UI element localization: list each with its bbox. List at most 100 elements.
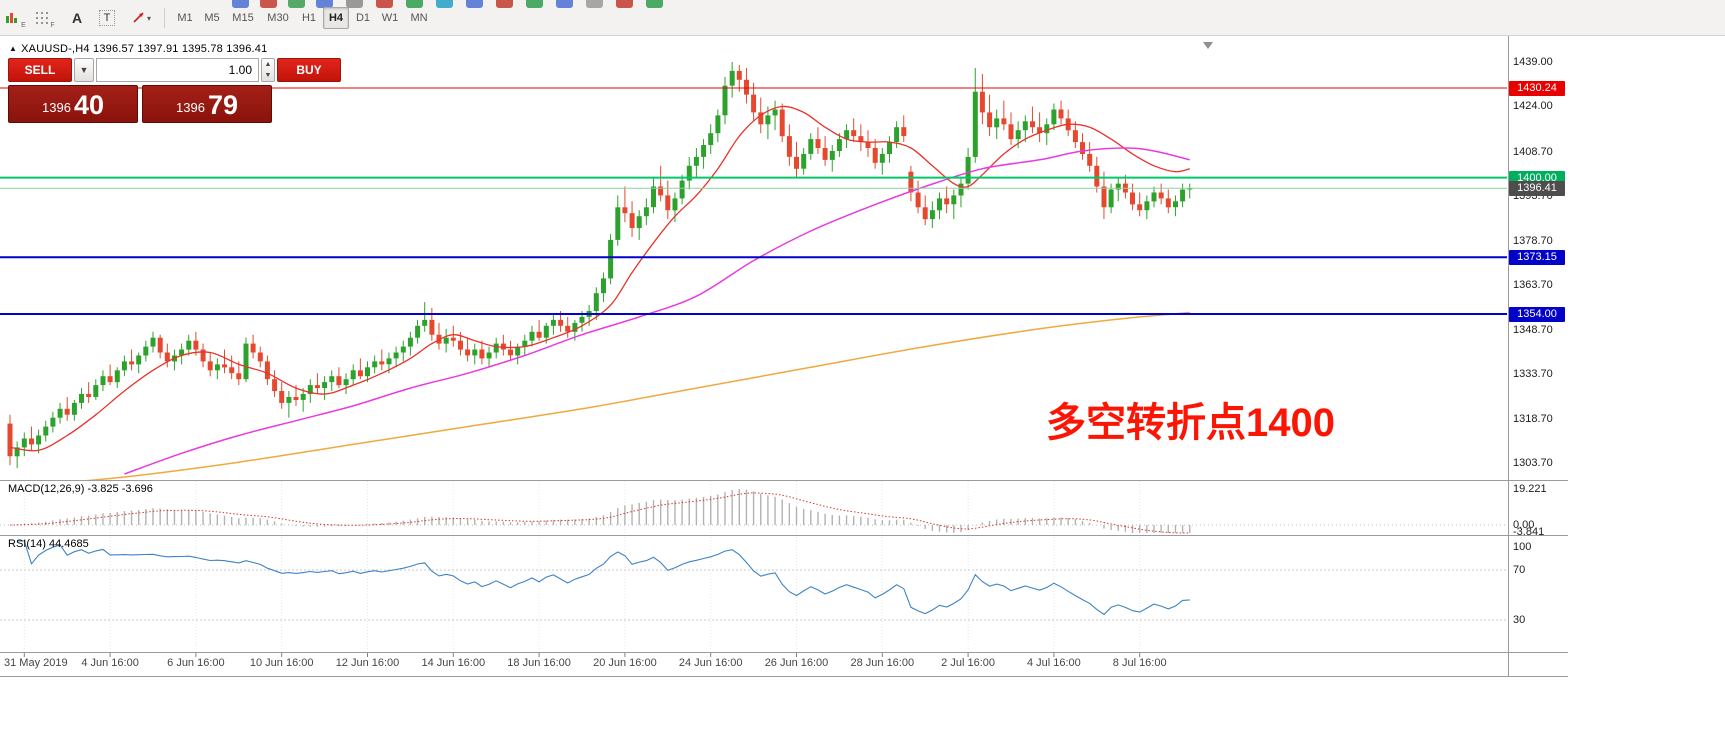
text-label-icon[interactable]: A — [71, 10, 83, 26]
price-badge: 1354.00 — [1509, 306, 1565, 322]
toolbar-top-icon[interactable] — [496, 0, 513, 8]
timeframe-d1[interactable]: D1 — [350, 7, 376, 29]
chevron-down-icon: ▼ — [79, 65, 89, 75]
volume-input[interactable] — [96, 58, 259, 82]
time-tick-label: 8 Jul 16:00 — [1112, 657, 1167, 669]
grid-icon[interactable]: F — [32, 6, 58, 30]
panel-separator[interactable] — [0, 535, 1568, 536]
toolbar-top-icon[interactable] — [646, 0, 663, 8]
macd-histogram — [16, 489, 1191, 533]
rsi-axis-label: 30 — [1513, 614, 1526, 626]
panel-separator[interactable] — [0, 480, 1568, 481]
toolbar: E F A T ▾ M1 M5 M15 M30 H1 H4 D1 W1 MN — [0, 0, 1725, 36]
toolbar-top-icon[interactable] — [316, 0, 333, 8]
timeframe-m1[interactable]: M1 — [172, 7, 198, 29]
panel-separator — [0, 652, 1568, 653]
toolbar-top-icon[interactable] — [288, 0, 305, 8]
timeframe-mn[interactable]: MN — [404, 7, 434, 29]
buy-price-display[interactable]: 1396 79 — [142, 85, 272, 123]
symbol-info: ▲ XAUUSD-,H4 1396.57 1397.91 1395.78 1396… — [9, 43, 267, 55]
rsi-axis-label: 70 — [1513, 564, 1526, 576]
sell-button[interactable]: SELL — [8, 58, 72, 82]
price-tick: 1439.00 — [1513, 56, 1553, 69]
sell-price-pips: 40 — [73, 90, 104, 120]
toolbar-top-icon[interactable] — [406, 0, 423, 8]
text-box-icon[interactable]: T — [94, 6, 120, 30]
time-tick-label: 28 Jun 16:00 — [850, 657, 915, 669]
price-tick: 1318.70 — [1513, 412, 1553, 425]
toolbar-top-icon[interactable] — [466, 0, 483, 8]
buy-price-pips: 79 — [207, 90, 238, 120]
toolbar-top-icon[interactable] — [436, 0, 453, 8]
time-tick-label: 31 May 2019 — [4, 657, 68, 669]
price-tick: 1424.00 — [1513, 100, 1553, 113]
axis-separator — [1508, 36, 1509, 676]
macd-axis-label: 19.221 — [1513, 483, 1547, 495]
panel-separator — [0, 676, 1568, 677]
time-tick-label: 18 Jun 16:00 — [507, 657, 571, 669]
toolbar-top-icon[interactable] — [260, 0, 277, 8]
timeframe-m5[interactable]: M5 — [199, 7, 225, 29]
spinner-down-icon[interactable]: ▼ — [264, 72, 272, 79]
arrow-tools-icon[interactable]: ▾ — [124, 6, 158, 30]
toolbar-top-icon[interactable] — [376, 0, 393, 8]
timeframe-h1[interactable]: H1 — [296, 7, 322, 29]
price-tick: 1363.70 — [1513, 279, 1553, 292]
price-badge: 1396.41 — [1509, 181, 1565, 197]
time-axis[interactable]: 31 May 2019 4 Jun 16:00 6 Jun 16:00 10 Jun … — [0, 652, 1508, 676]
price-chart-layer — [7, 62, 1193, 480]
time-tick-label: 4 Jul 16:00 — [1026, 657, 1081, 669]
chart-window-icon[interactable]: E — [2, 6, 28, 30]
time-tick-label: 2 Jul 16:00 — [941, 657, 996, 669]
macd-axis-label: 0.00 — [1513, 519, 1535, 531]
price-axis[interactable]: 1439.00 1424.00 1408.70 1393.70 1378.70 1363.… — [1508, 36, 1570, 676]
time-tick-label: 14 Jun 16:00 — [421, 657, 486, 669]
volume-spinner: ▲ ▼ — [261, 58, 275, 82]
candles — [7, 62, 1193, 469]
rsi-label: RSI(14) 44.4685 — [8, 538, 89, 550]
time-tick-label: 20 Jun 16:00 — [593, 657, 657, 669]
macd-label: MACD(12,26,9) -3.825 -3.696 — [8, 483, 153, 495]
toolbar-separator — [164, 8, 165, 28]
one-click-trading-panel: SELL ▼ ▲ ▼ BUY 1396 40 1396 79 — [8, 58, 341, 123]
toolbar-top-icon[interactable] — [346, 0, 363, 8]
toolbar-top-icon[interactable] — [586, 0, 603, 8]
sell-price-display[interactable]: 1396 40 — [8, 85, 138, 123]
volume-dropdown-button[interactable]: ▼ — [74, 58, 94, 82]
toolbar-top-icon[interactable] — [616, 0, 633, 8]
rsi-axis-label: 100 — [1513, 541, 1532, 553]
chart-shift-marker[interactable] — [1203, 42, 1213, 49]
price-tick: 1303.70 — [1513, 457, 1553, 470]
ma-fast-red — [9, 105, 1190, 452]
ma-slow-orange — [85, 311, 1190, 480]
symbol-ohlc-text: XAUUSD-,H4 1396.57 1397.91 1395.78 1396.… — [21, 43, 268, 55]
toolbar-top-icon[interactable] — [232, 0, 249, 8]
price-badge: 1430.24 — [1509, 81, 1565, 96]
ma-mid-magenta — [124, 147, 1190, 475]
toolbar-top-icon[interactable] — [526, 0, 543, 8]
price-tick: 1333.70 — [1513, 368, 1553, 381]
time-tick-label: 26 Jun 16:00 — [764, 657, 829, 669]
buy-button[interactable]: BUY — [277, 58, 341, 82]
macd-axis-label: -3.841 — [1513, 526, 1545, 538]
timeframe-m30[interactable]: M30 — [261, 7, 295, 29]
time-tick-label: 6 Jun 16:00 — [167, 657, 225, 669]
time-tick-label: 10 Jun 16:00 — [249, 657, 314, 669]
rsi-line — [17, 540, 1190, 616]
time-tick-label: 12 Jun 16:00 — [335, 657, 400, 669]
toolbar-top-icon[interactable] — [556, 0, 573, 8]
timeframe-m15[interactable]: M15 — [226, 7, 260, 29]
uptick-icon: ▲ — [9, 44, 18, 53]
spinner-up-icon[interactable]: ▲ — [264, 61, 272, 68]
buy-price-main: 1396 — [176, 100, 205, 115]
price-tick: 1378.70 — [1513, 234, 1553, 247]
macd-signal-line — [9, 492, 1190, 534]
sell-price-main: 1396 — [42, 100, 71, 115]
price-tick: 1408.70 — [1513, 145, 1553, 158]
timeframe-h4[interactable]: H4 — [323, 7, 349, 29]
time-tick-label: 4 Jun 16:00 — [81, 657, 139, 669]
time-tick-label: 24 Jun 16:00 — [678, 657, 743, 669]
timeframe-w1[interactable]: W1 — [377, 7, 403, 29]
